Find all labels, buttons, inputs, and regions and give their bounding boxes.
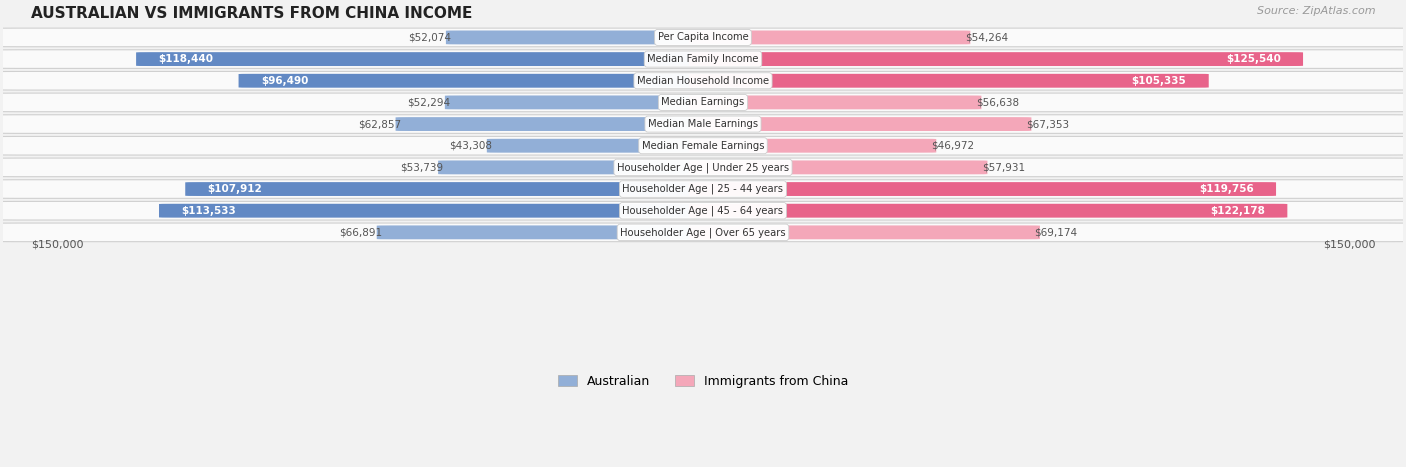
Text: $56,638: $56,638	[976, 98, 1019, 107]
Legend: Australian, Immigrants from China: Australian, Immigrants from China	[553, 370, 853, 393]
Text: Householder Age | 25 - 44 years: Householder Age | 25 - 44 years	[623, 184, 783, 194]
FancyBboxPatch shape	[689, 95, 981, 109]
FancyBboxPatch shape	[689, 139, 936, 153]
Text: $46,972: $46,972	[931, 141, 974, 151]
FancyBboxPatch shape	[689, 182, 1277, 196]
Text: $52,294: $52,294	[408, 98, 450, 107]
Text: Median Male Earnings: Median Male Earnings	[648, 119, 758, 129]
FancyBboxPatch shape	[239, 74, 717, 88]
Text: $62,857: $62,857	[359, 119, 401, 129]
Text: $57,931: $57,931	[981, 163, 1025, 172]
FancyBboxPatch shape	[689, 161, 987, 174]
Text: Median Female Earnings: Median Female Earnings	[641, 141, 765, 151]
Text: $52,074: $52,074	[409, 32, 451, 42]
FancyBboxPatch shape	[0, 93, 1406, 112]
Text: $107,912: $107,912	[208, 184, 263, 194]
Text: $69,174: $69,174	[1035, 227, 1077, 237]
FancyBboxPatch shape	[0, 223, 1406, 242]
FancyBboxPatch shape	[0, 115, 1406, 134]
Text: Source: ZipAtlas.com: Source: ZipAtlas.com	[1257, 6, 1375, 16]
FancyBboxPatch shape	[0, 136, 1406, 155]
FancyBboxPatch shape	[439, 161, 717, 174]
FancyBboxPatch shape	[0, 180, 1406, 198]
FancyBboxPatch shape	[377, 226, 717, 239]
FancyBboxPatch shape	[446, 30, 717, 44]
FancyBboxPatch shape	[689, 117, 1032, 131]
FancyBboxPatch shape	[689, 52, 1303, 66]
FancyBboxPatch shape	[0, 50, 1406, 68]
Text: Householder Age | Under 25 years: Householder Age | Under 25 years	[617, 162, 789, 173]
Text: Householder Age | Over 65 years: Householder Age | Over 65 years	[620, 227, 786, 238]
Text: Householder Age | 45 - 64 years: Householder Age | 45 - 64 years	[623, 205, 783, 216]
FancyBboxPatch shape	[689, 30, 970, 44]
Text: $125,540: $125,540	[1226, 54, 1281, 64]
Text: $96,490: $96,490	[262, 76, 308, 86]
FancyBboxPatch shape	[395, 117, 717, 131]
Text: $113,533: $113,533	[181, 205, 236, 216]
Text: $105,335: $105,335	[1132, 76, 1187, 86]
Text: $122,178: $122,178	[1211, 205, 1265, 216]
FancyBboxPatch shape	[186, 182, 717, 196]
FancyBboxPatch shape	[0, 28, 1406, 47]
Text: Median Earnings: Median Earnings	[661, 98, 745, 107]
FancyBboxPatch shape	[689, 226, 1040, 239]
Text: Median Family Income: Median Family Income	[647, 54, 759, 64]
Text: $43,308: $43,308	[450, 141, 492, 151]
FancyBboxPatch shape	[159, 204, 717, 218]
FancyBboxPatch shape	[486, 139, 717, 153]
Text: $66,891: $66,891	[339, 227, 382, 237]
Text: $118,440: $118,440	[159, 54, 214, 64]
Text: $119,756: $119,756	[1199, 184, 1254, 194]
Text: $150,000: $150,000	[1323, 239, 1375, 249]
FancyBboxPatch shape	[689, 204, 1288, 218]
FancyBboxPatch shape	[0, 158, 1406, 177]
Text: $150,000: $150,000	[31, 239, 83, 249]
Text: Per Capita Income: Per Capita Income	[658, 32, 748, 42]
FancyBboxPatch shape	[444, 95, 717, 109]
FancyBboxPatch shape	[0, 71, 1406, 90]
Text: AUSTRALIAN VS IMMIGRANTS FROM CHINA INCOME: AUSTRALIAN VS IMMIGRANTS FROM CHINA INCO…	[31, 6, 472, 21]
FancyBboxPatch shape	[136, 52, 717, 66]
Text: Median Household Income: Median Household Income	[637, 76, 769, 86]
FancyBboxPatch shape	[689, 74, 1209, 88]
Text: $67,353: $67,353	[1026, 119, 1069, 129]
FancyBboxPatch shape	[0, 201, 1406, 220]
Text: $53,739: $53,739	[401, 163, 444, 172]
Text: $54,264: $54,264	[965, 32, 1008, 42]
